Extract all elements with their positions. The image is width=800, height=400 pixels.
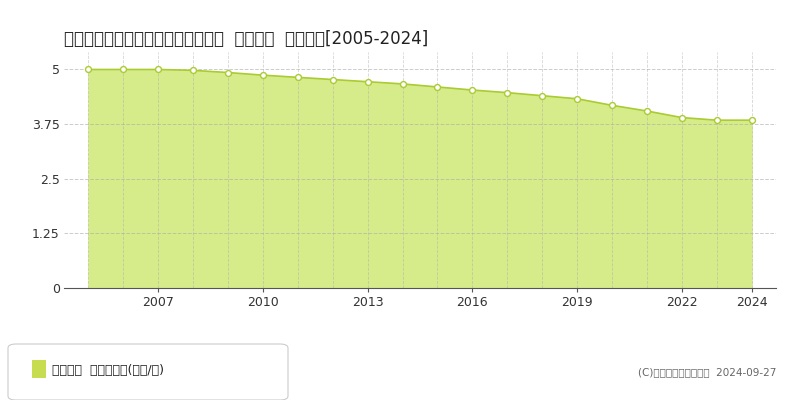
Text: 基準地価  平均坪単価(万円/坪): 基準地価 平均坪単価(万円/坪)	[52, 364, 164, 376]
Point	[291, 74, 304, 80]
Point	[222, 69, 234, 76]
Point	[82, 66, 95, 73]
Point	[606, 102, 618, 108]
Point	[501, 90, 514, 96]
Point	[466, 87, 478, 93]
Text: (C)土地価格ドットコム  2024-09-27: (C)土地価格ドットコム 2024-09-27	[638, 367, 776, 377]
Point	[536, 92, 549, 99]
Point	[675, 114, 688, 121]
Point	[326, 76, 339, 83]
Point	[745, 117, 758, 123]
Point	[396, 81, 409, 87]
Point	[641, 108, 654, 114]
Point	[186, 67, 199, 74]
Text: 石川県白山市河内町ふじが丘８３番  基準地価  地価推移[2005-2024]: 石川県白山市河内町ふじが丘８３番 基準地価 地価推移[2005-2024]	[64, 30, 428, 48]
Point	[362, 78, 374, 85]
Point	[152, 66, 165, 73]
Point	[117, 66, 130, 73]
Point	[431, 84, 444, 90]
Point	[710, 117, 723, 123]
Point	[257, 72, 270, 78]
Point	[570, 96, 583, 102]
